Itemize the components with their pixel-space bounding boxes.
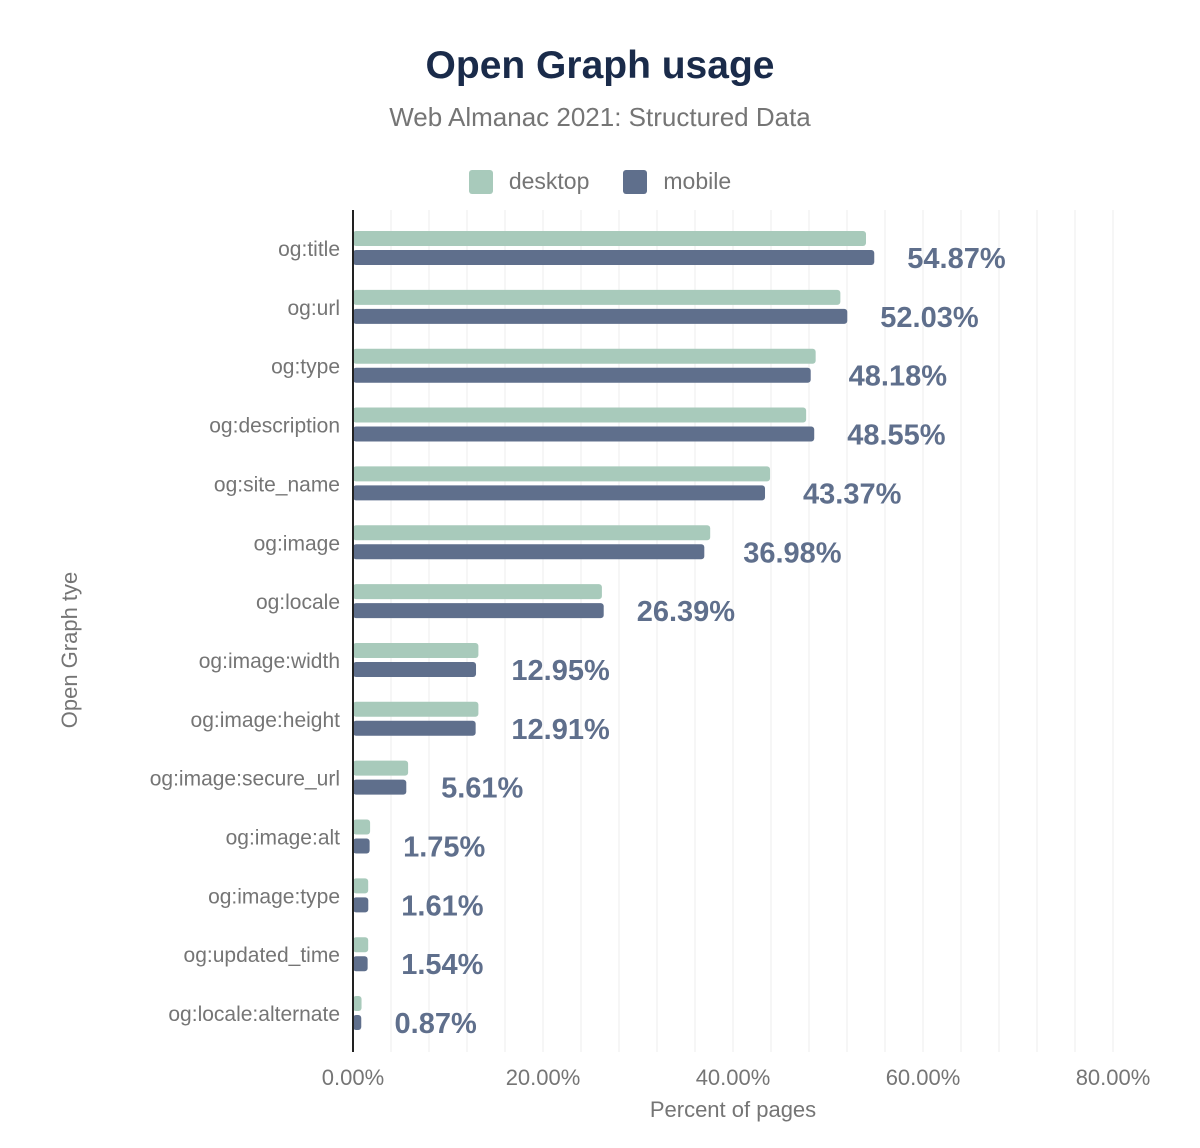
y-tick-label: og:site_name [214, 473, 340, 496]
y-tick-label: og:image:height [191, 709, 341, 732]
y-tick-label: og:type [271, 356, 340, 379]
bar-mobile [353, 426, 815, 442]
bar-desktop [353, 231, 866, 246]
bar-desktop [353, 701, 479, 717]
legend: desktop mobile [0, 168, 1200, 195]
data-label: 36.98% [743, 537, 842, 569]
chart-title: Open Graph usage [425, 44, 775, 87]
data-label: 26.39% [637, 596, 736, 628]
legend-item-desktop[interactable]: desktop [468, 168, 590, 195]
y-tick-label: og:url [287, 297, 340, 320]
x-tick-label: 80.00% [1076, 1065, 1151, 1090]
data-label: 48.55% [847, 420, 946, 452]
bar-desktop [353, 760, 409, 776]
bar-mobile [353, 485, 766, 501]
bar-desktop [353, 642, 479, 658]
data-label: 12.95% [511, 655, 610, 687]
data-label: 0.87% [395, 1008, 477, 1040]
x-tick-label: 60.00% [886, 1065, 961, 1090]
y-tick-label: og:image:alt [226, 827, 341, 850]
x-tick-label: 0.00% [322, 1065, 384, 1090]
y-tick-label: og:description [209, 415, 340, 438]
bar-desktop [353, 996, 362, 1012]
bar-desktop [353, 407, 807, 423]
bar-mobile [353, 603, 604, 619]
legend-swatch-desktop [468, 169, 493, 194]
x-axis-label: Percent of pages [650, 1097, 816, 1122]
bar-mobile [353, 897, 369, 913]
y-tick-label: og:title [278, 238, 340, 261]
legend-swatch-mobile [623, 169, 648, 194]
bar-desktop [353, 937, 369, 953]
data-label: 1.54% [401, 949, 483, 981]
bar-mobile [353, 720, 476, 736]
bar-desktop [353, 584, 602, 600]
bar-desktop [353, 289, 841, 305]
bar-mobile [353, 250, 875, 265]
bar-mobile [353, 779, 407, 795]
data-label: 5.61% [441, 773, 523, 805]
y-tick-label: og:updated_time [184, 944, 340, 967]
data-label: 54.87% [907, 243, 1006, 275]
data-label: 48.18% [849, 361, 948, 393]
y-tick-label: og:image:type [208, 885, 340, 908]
x-tick-label: 40.00% [696, 1065, 771, 1090]
bar-mobile [353, 367, 811, 383]
bar-desktop [353, 819, 371, 835]
y-tick-label: og:image [254, 532, 340, 555]
legend-label-desktop: desktop [508, 168, 590, 194]
bar-mobile [353, 1015, 362, 1031]
y-tick-label: og:image:secure_url [150, 768, 340, 791]
bar-mobile [353, 661, 477, 677]
x-tick-label: 20.00% [506, 1065, 581, 1090]
chart-subtitle: Web Almanac 2021: Structured Data [389, 102, 811, 132]
bar-mobile [353, 544, 705, 560]
bar-mobile [353, 838, 370, 854]
y-axis-label: Open Graph tye [57, 572, 82, 729]
bar-mobile [353, 956, 368, 972]
bar-desktop [353, 466, 771, 482]
data-label: 12.91% [511, 714, 610, 746]
bar-desktop [353, 525, 711, 541]
bar-desktop [353, 348, 816, 364]
data-label: 1.75% [403, 832, 485, 864]
bar-mobile [353, 308, 848, 324]
y-tick-label: og:image:width [199, 650, 340, 673]
legend-label-mobile: mobile [663, 168, 732, 194]
bar-desktop [353, 878, 369, 894]
data-label: 43.37% [803, 478, 902, 510]
y-tick-label: og:locale:alternate [168, 1003, 340, 1026]
y-tick-label: og:locale [256, 591, 340, 614]
data-label: 52.03% [880, 302, 979, 334]
legend-item-mobile[interactable]: mobile [623, 168, 731, 195]
data-label: 1.61% [401, 890, 483, 922]
